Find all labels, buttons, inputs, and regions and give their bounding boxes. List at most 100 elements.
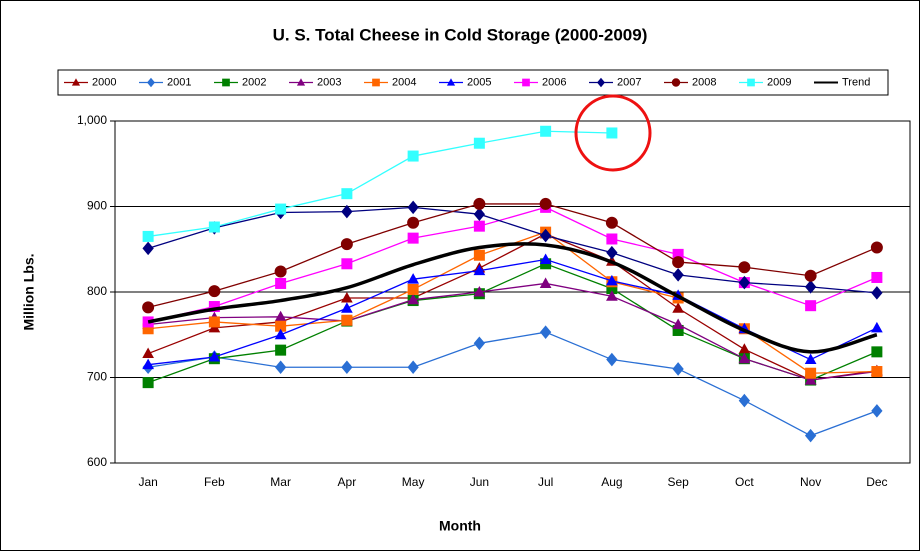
x-tick-label: Mar [270, 475, 291, 489]
marker [142, 230, 154, 242]
legend-label: 2001 [167, 76, 191, 88]
y-axis-title: Million Lbs. [21, 254, 37, 331]
marker [208, 350, 221, 362]
marker [804, 280, 817, 294]
marker [341, 314, 353, 326]
marker [71, 78, 81, 86]
marker [208, 285, 221, 298]
marker [407, 360, 419, 375]
marker [208, 221, 220, 233]
marker [473, 137, 485, 149]
x-tick-label: Apr [338, 475, 357, 489]
marker [871, 321, 883, 333]
marker [208, 301, 220, 313]
marker [539, 277, 552, 288]
marker [747, 78, 755, 87]
marker [738, 275, 751, 290]
legend-label: 2008 [692, 76, 716, 88]
marker [407, 216, 420, 229]
marker [606, 245, 618, 260]
y-tick-label: 700 [87, 370, 107, 384]
marker [473, 285, 486, 297]
marker [606, 127, 618, 139]
x-tick-label: Sep [667, 475, 689, 489]
marker [341, 188, 353, 200]
marker [804, 353, 817, 365]
marker [539, 228, 552, 243]
series-line [147, 203, 878, 309]
marker [142, 301, 155, 314]
x-tick-label: Oct [735, 475, 754, 489]
marker [407, 232, 419, 244]
marker [407, 293, 419, 305]
marker [142, 358, 154, 370]
marker [274, 328, 287, 340]
marker [738, 393, 751, 408]
marker [222, 78, 230, 87]
marker [672, 256, 685, 269]
marker [407, 273, 419, 284]
marker [804, 374, 817, 385]
marker [407, 283, 419, 295]
y-tick-label: 1,000 [77, 113, 107, 127]
marker [407, 200, 419, 215]
x-tick-label: Jan [138, 475, 157, 489]
marker [871, 366, 883, 378]
marker [606, 352, 618, 367]
marker [407, 150, 419, 162]
y-tick-label: 800 [87, 284, 107, 298]
marker [341, 360, 353, 375]
legend-label: Trend [842, 76, 870, 88]
legend-label: 2004 [392, 76, 416, 88]
marker [597, 77, 605, 88]
marker [606, 233, 618, 245]
chart-title: U. S. Total Cheese in Cold Storage (2000… [273, 25, 648, 44]
x-tick-label: May [402, 475, 425, 489]
marker [142, 347, 154, 359]
series-line [147, 242, 878, 354]
legend-label: 2000 [92, 76, 116, 88]
marker [147, 77, 155, 88]
marker [672, 268, 684, 282]
marker [473, 249, 485, 261]
marker [540, 125, 552, 137]
legend-label: 2005 [467, 76, 491, 88]
marker [274, 265, 287, 278]
marker [142, 377, 154, 389]
marker [606, 274, 618, 286]
marker [142, 241, 154, 256]
marker [372, 78, 380, 87]
marker [539, 253, 552, 265]
series-line [147, 206, 878, 323]
marker [473, 264, 486, 276]
marker [606, 290, 618, 301]
marker [274, 360, 287, 375]
marker [446, 78, 456, 86]
series-line [147, 206, 877, 294]
marker [341, 302, 353, 313]
marker [275, 203, 287, 215]
marker [871, 404, 883, 418]
marker [341, 291, 353, 303]
x-tick-label: Feb [204, 475, 225, 489]
marker [804, 428, 817, 443]
marker [341, 204, 353, 219]
marker [539, 197, 552, 210]
marker [738, 352, 751, 364]
marker [275, 277, 287, 289]
marker [672, 318, 684, 329]
marker [672, 302, 684, 313]
series-line [148, 331, 878, 437]
marker [605, 216, 618, 229]
marker [522, 78, 530, 87]
plot-area: 600 700 800 900 1,000 Jan Feb Mar Apr May Jun Jul Au… [77, 113, 911, 489]
marker [208, 316, 220, 328]
marker [341, 258, 353, 270]
marker [539, 325, 552, 339]
highlight-circle [574, 94, 652, 172]
marker [672, 362, 684, 376]
y-tick-label: 900 [87, 199, 107, 213]
marker [473, 336, 486, 351]
legend-label: 2006 [542, 76, 566, 88]
marker [473, 220, 485, 232]
